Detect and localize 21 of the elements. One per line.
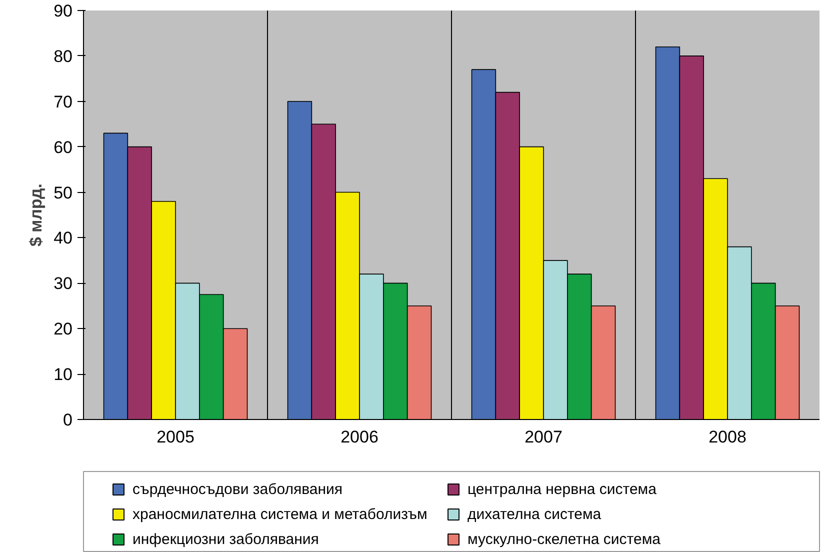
legend-label: мускулно-скелетна система [468, 531, 662, 548]
y-tick-label: 50 [54, 183, 73, 202]
y-tick-label: 60 [54, 138, 73, 157]
x-tick-label: 2006 [340, 428, 378, 446]
legend-label: сърдечносъдови заболявания [132, 481, 343, 498]
legend-label: инфекциозни заболявания [132, 531, 319, 548]
y-tick-label: 90 [54, 2, 73, 20]
y-tick-label: 10 [54, 365, 73, 384]
y-tick-label: 40 [54, 228, 73, 248]
y-tick-label: 20 [54, 320, 73, 339]
y-tick-label: 70 [54, 92, 73, 112]
x-tick-label: 2007 [524, 428, 562, 446]
y-tick-label: 30 [54, 274, 73, 294]
y-tick-label: 80 [54, 46, 73, 66]
x-tick-label: 2008 [708, 428, 746, 446]
legend-label: дихателна система [468, 506, 602, 523]
legend-label: храносмилателна система и метаболизъм [132, 506, 428, 523]
y-axis-title: $ млрд. [26, 183, 46, 247]
x-tick-label: 2005 [156, 428, 194, 446]
legend-label: централна нервна система [468, 481, 658, 498]
y-tick-label: 0 [63, 410, 73, 430]
